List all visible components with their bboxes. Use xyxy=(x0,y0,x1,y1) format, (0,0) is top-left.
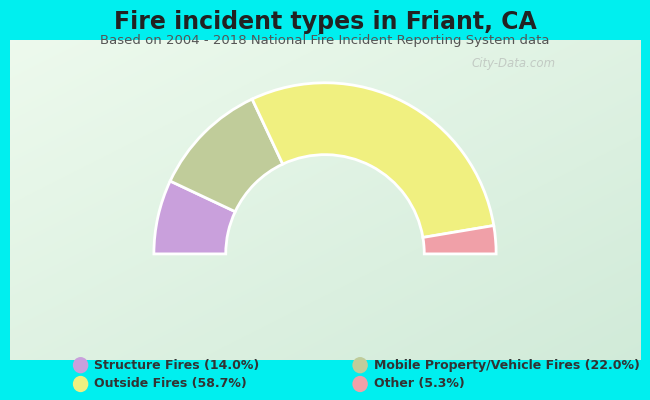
Wedge shape xyxy=(170,99,283,212)
Wedge shape xyxy=(252,83,494,238)
Text: Fire incident types in Friant, CA: Fire incident types in Friant, CA xyxy=(114,10,536,34)
Ellipse shape xyxy=(352,357,368,373)
Text: City-Data.com: City-Data.com xyxy=(472,57,556,70)
Text: Based on 2004 - 2018 National Fire Incident Reporting System data: Based on 2004 - 2018 National Fire Incid… xyxy=(100,34,550,47)
Text: Mobile Property/Vehicle Fires (22.0%): Mobile Property/Vehicle Fires (22.0%) xyxy=(374,359,640,372)
Text: Other (5.3%): Other (5.3%) xyxy=(374,378,465,390)
Ellipse shape xyxy=(73,357,88,373)
Wedge shape xyxy=(423,226,496,254)
Ellipse shape xyxy=(352,376,368,392)
Text: Structure Fires (14.0%): Structure Fires (14.0%) xyxy=(94,359,259,372)
Ellipse shape xyxy=(73,376,88,392)
Text: Outside Fires (58.7%): Outside Fires (58.7%) xyxy=(94,378,247,390)
Wedge shape xyxy=(154,181,235,254)
